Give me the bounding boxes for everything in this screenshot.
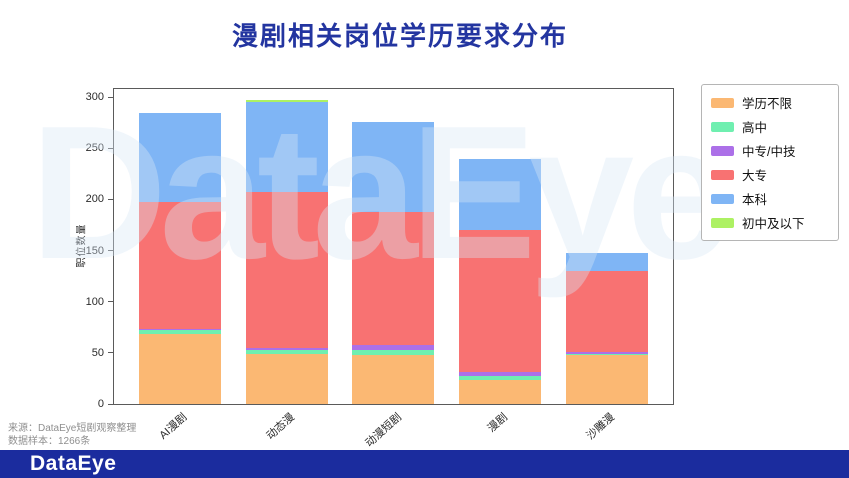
- bar-segment-高中: [138, 330, 221, 335]
- bar-segment-大专: [352, 211, 435, 345]
- legend-swatch-icon: [711, 121, 734, 132]
- legend-swatch-icon: [711, 193, 734, 204]
- footer-bar: DataEye: [0, 450, 849, 478]
- legend-item-初中及以下: 初中及以下: [711, 213, 829, 232]
- y-tick-label: 0: [97, 398, 104, 410]
- x-tick-label: AI漫剧: [157, 411, 190, 442]
- stacked-bar-沙雕漫: [566, 252, 649, 404]
- y-tick-mark: [108, 198, 114, 200]
- y-tick-label: 300: [85, 91, 104, 104]
- legend-item-学历不限: 学历不限: [711, 93, 829, 112]
- source-line-1: 来源：DataEye短剧观察整理: [8, 423, 137, 434]
- source-note: 来源：DataEye短剧观察整理 数据样本：1266条: [8, 422, 136, 448]
- legend-item-高中: 高中: [711, 117, 829, 136]
- stacked-bar-动漫短剧: [352, 121, 435, 404]
- stacked-bar-漫剧: [459, 158, 542, 404]
- legend-label: 大专: [742, 169, 768, 183]
- y-tick-label: 250: [85, 142, 104, 155]
- bar-segment-高中: [245, 349, 328, 354]
- bar-segment-中专/中技: [566, 351, 649, 354]
- y-tick-mark: [108, 147, 114, 149]
- bar-segment-学历不限: [566, 354, 649, 404]
- bars-container: [114, 89, 673, 404]
- y-tick-label: 100: [85, 295, 104, 308]
- y-tick-mark: [108, 96, 114, 98]
- legend-label: 学历不限: [742, 97, 793, 111]
- y-tick-label: 200: [85, 193, 104, 206]
- bar-segment-学历不限: [138, 334, 221, 404]
- legend-item-中专/中技: 中专/中技: [711, 141, 829, 160]
- legend-swatch-icon: [711, 217, 734, 228]
- y-tick-mark: [108, 250, 114, 252]
- bar-segment-中专/中技: [352, 344, 435, 350]
- bar-segment-初中及以下: [245, 100, 328, 103]
- chart-legend: 学历不限高中中专/中技大专本科初中及以下: [701, 84, 839, 241]
- bar-segment-本科: [245, 102, 328, 193]
- bar-segment-中专/中技: [138, 329, 221, 331]
- bar-segment-本科: [459, 158, 542, 231]
- bar-segment-大专: [459, 230, 542, 373]
- legend-label: 高中: [742, 121, 768, 135]
- y-tick-mark: [108, 403, 114, 405]
- bar-segment-大专: [245, 192, 328, 348]
- legend-label: 初中及以下: [742, 217, 805, 231]
- bar-segment-高中: [352, 349, 435, 355]
- stacked-bar-AI漫剧: [138, 112, 221, 404]
- bar-segment-高中: [459, 376, 542, 381]
- bar-segment-中专/中技: [459, 372, 542, 377]
- x-tick-label: 沙雕漫: [584, 411, 618, 443]
- x-tick-label: 漫剧: [485, 411, 511, 435]
- stacked-bar-动态漫: [245, 100, 328, 404]
- bar-segment-学历不限: [245, 353, 328, 404]
- y-tick-label: 150: [85, 244, 104, 257]
- legend-item-大专: 大专: [711, 165, 829, 184]
- page-title: 漫剧相关岗位学历要求分布: [231, 21, 568, 51]
- legend-swatch-icon: [711, 169, 734, 180]
- x-tick-label: 动态漫: [264, 411, 297, 443]
- legend-swatch-icon: [711, 145, 734, 156]
- y-tick-label: 50: [91, 346, 104, 359]
- bar-segment-大专: [138, 201, 221, 330]
- x-tick-label: 动漫短剧: [362, 411, 404, 450]
- y-tick-mark: [108, 352, 114, 354]
- legend-item-本科: 本科: [711, 189, 829, 208]
- legend-swatch-icon: [711, 97, 734, 108]
- legend-label: 中专/中技: [742, 145, 796, 159]
- bar-segment-本科: [352, 121, 435, 212]
- bar-segment-大专: [566, 271, 649, 352]
- bar-segment-学历不限: [459, 380, 542, 404]
- bar-segment-本科: [566, 252, 649, 272]
- source-line-2: 数据样本：1266条: [8, 436, 91, 447]
- plot-area: 0 50 100 150 200 250 300 AI漫剧 动态漫 动漫短剧 漫剧 沙雕漫: [86, 88, 674, 450]
- dataeye-logo: DataEye: [30, 452, 117, 475]
- bar-segment-学历不限: [352, 354, 435, 404]
- bar-segment-高中: [566, 353, 649, 355]
- bar-segment-本科: [138, 112, 221, 202]
- bar-segment-中专/中技: [245, 347, 328, 350]
- y-tick-mark: [108, 301, 114, 303]
- legend-label: 本科: [742, 193, 768, 207]
